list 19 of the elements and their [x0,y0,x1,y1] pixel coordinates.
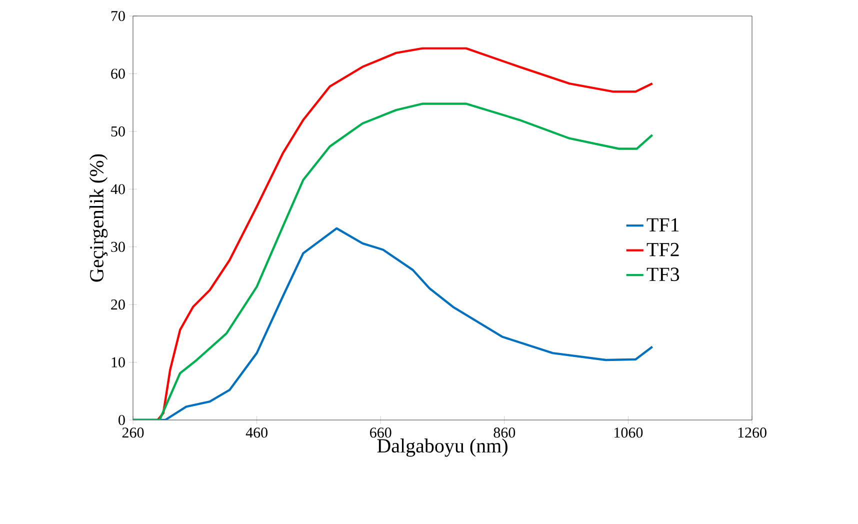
x-tick-label: 1060 [614,428,643,438]
x-tick-label: 460 [246,428,268,438]
y-tick-label: 40 [110,184,125,194]
y-tick-label: 0 [118,414,125,426]
x-tick-label: 260 [122,428,144,438]
y-axis-title: Geçirgenlik (%) [89,154,108,282]
x-tick-label: 860 [494,428,516,438]
legend-label: TF2 [646,242,679,256]
x-tick-label: 660 [370,428,392,438]
legend-label: TF1 [646,218,679,232]
y-tick-label: 10 [112,357,125,368]
y-tick-label: 70 [111,10,125,22]
x-tick-label: 1260 [738,428,766,438]
y-tick-label: 60 [111,68,125,79]
y-tick-label: 50 [111,126,125,136]
y-tick-label: 20 [111,300,125,310]
x-axis-title: Dalgaboyu (nm) [377,438,508,457]
legend-label: TF3 [646,268,680,282]
y-tick-label: 30 [111,242,125,252]
